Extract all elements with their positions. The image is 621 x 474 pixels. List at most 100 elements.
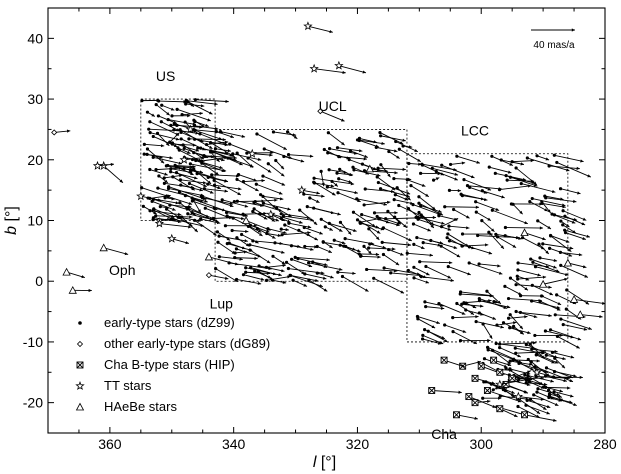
star-dot <box>261 201 266 205</box>
star-arrow-head <box>283 230 287 235</box>
star-arrow-head <box>530 367 534 371</box>
star-dot <box>375 214 379 219</box>
star-dot <box>164 207 169 211</box>
star-arrow <box>158 100 187 103</box>
y-tick-label: 0 <box>35 273 43 289</box>
star-dot <box>241 179 246 184</box>
star-arrow-head <box>552 375 556 379</box>
star-dot <box>535 390 539 394</box>
star-arrow <box>452 331 478 345</box>
star-arrow <box>282 232 311 236</box>
star-dot <box>490 348 495 352</box>
star-arrow-head <box>159 155 163 159</box>
triangle-arrow <box>524 232 546 241</box>
star-arrow-head <box>285 228 289 232</box>
star-arrow <box>530 258 557 269</box>
star-dot <box>228 142 232 146</box>
star-dot <box>516 261 520 265</box>
star-arrow-head <box>186 150 191 154</box>
star-dot <box>468 185 472 190</box>
star-dot <box>543 194 547 198</box>
star-arrow <box>260 194 276 209</box>
star-arrow-head <box>453 245 458 249</box>
star-arrow <box>219 256 243 260</box>
triangle-arrow-head <box>124 252 129 256</box>
star-arrow <box>182 144 205 160</box>
star-arrow-head <box>171 197 175 201</box>
star-arrow-head <box>393 149 398 153</box>
star-arrow-head <box>261 179 265 183</box>
star-dot <box>541 242 545 246</box>
triangle-arrow-head <box>234 262 239 266</box>
star-arrow <box>307 206 335 214</box>
star-arrow-head <box>189 215 193 219</box>
star-dot <box>564 307 568 311</box>
star-dot <box>368 242 372 246</box>
star-arrow-head <box>431 325 436 329</box>
star-arrow <box>249 244 285 254</box>
star-arrow-head <box>224 143 229 147</box>
star-arrow-head <box>444 339 448 343</box>
star-dot <box>548 328 553 332</box>
star-arrow-head <box>576 345 580 349</box>
legend-marker-star <box>75 381 85 390</box>
star-arrow <box>499 378 531 385</box>
star-dot <box>378 130 382 135</box>
star-arrow <box>213 179 242 196</box>
star-dot <box>474 200 478 204</box>
star-dot <box>235 236 239 240</box>
star-dot <box>536 387 540 391</box>
star-dot <box>561 322 565 327</box>
star-dot <box>367 246 371 250</box>
triangle-marker <box>99 243 108 252</box>
star-marker <box>247 148 257 158</box>
star-arrow <box>536 353 559 364</box>
star-arrow-head <box>343 170 348 174</box>
star-arrow-head <box>520 331 524 335</box>
star-dot <box>203 206 207 210</box>
star-arrow <box>376 216 401 225</box>
star-dot <box>244 266 248 270</box>
star-arrow-head <box>255 188 259 192</box>
star-dot <box>378 187 383 191</box>
star-arrow-head <box>429 253 433 257</box>
star-arrow <box>202 197 234 205</box>
star-dot <box>212 206 216 210</box>
star-arrow-head <box>394 171 398 175</box>
star-arrow <box>420 205 442 213</box>
star-dot <box>376 166 380 170</box>
star-dot <box>175 107 179 111</box>
star-dot <box>503 284 507 288</box>
star-arrow-head <box>191 187 195 191</box>
star-arrow-head <box>471 246 475 250</box>
star-arrow-head <box>200 104 205 108</box>
star-dot <box>494 232 498 236</box>
star-dot <box>490 154 494 158</box>
star-arrow-head <box>381 141 385 145</box>
star-arrow <box>297 258 328 266</box>
star-arrow-head <box>281 269 285 273</box>
star-arrow-head <box>569 246 574 250</box>
star-dot <box>141 204 145 208</box>
star-arrow <box>153 156 183 165</box>
star-dot <box>199 159 204 163</box>
star-dot <box>233 251 237 255</box>
star-arrow-head <box>579 375 583 379</box>
star-dot <box>337 155 341 159</box>
star-arrow-head <box>453 217 458 221</box>
star-arrow <box>201 162 220 176</box>
star-arrow-head <box>524 287 528 291</box>
star-arrow-head <box>257 229 262 233</box>
star-dot <box>140 99 144 103</box>
star-arrow <box>289 274 324 288</box>
star-dot <box>344 244 348 249</box>
triangle-marker <box>365 164 374 173</box>
star-dot <box>182 146 186 151</box>
star-arrow <box>158 115 178 124</box>
star-dot <box>412 242 416 246</box>
star-dot <box>348 149 353 153</box>
star-dot <box>544 353 548 357</box>
star-arrow <box>376 146 398 152</box>
star-arrow <box>194 219 217 236</box>
star-arrow-head <box>371 223 376 227</box>
